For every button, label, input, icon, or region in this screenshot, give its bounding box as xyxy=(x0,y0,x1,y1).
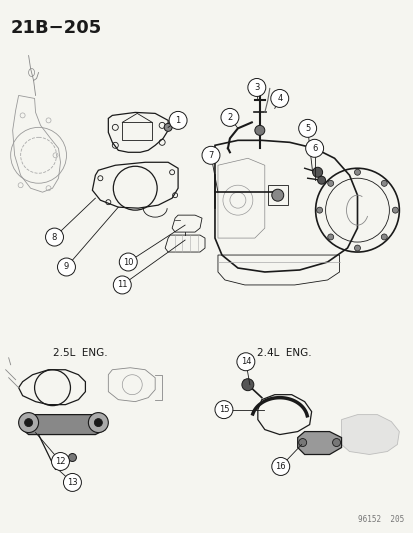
Circle shape xyxy=(392,207,397,213)
Circle shape xyxy=(247,78,265,96)
Text: 6: 6 xyxy=(311,144,316,153)
Text: 5: 5 xyxy=(304,124,309,133)
Circle shape xyxy=(305,139,323,157)
Text: 9: 9 xyxy=(64,262,69,271)
Circle shape xyxy=(119,253,137,271)
Circle shape xyxy=(317,176,325,184)
Polygon shape xyxy=(297,432,341,455)
Circle shape xyxy=(51,453,69,471)
Circle shape xyxy=(354,245,360,251)
Circle shape xyxy=(270,90,288,108)
Circle shape xyxy=(88,413,108,433)
Circle shape xyxy=(316,207,322,213)
Circle shape xyxy=(327,180,333,187)
Circle shape xyxy=(221,108,238,126)
Text: 14: 14 xyxy=(240,357,251,366)
Circle shape xyxy=(298,439,306,447)
Circle shape xyxy=(113,276,131,294)
Text: 16: 16 xyxy=(275,462,285,471)
Circle shape xyxy=(53,459,63,470)
Circle shape xyxy=(68,454,76,462)
Text: 7: 7 xyxy=(208,151,213,160)
Text: 2.4L  ENG.: 2.4L ENG. xyxy=(257,348,311,358)
Circle shape xyxy=(63,473,81,491)
Circle shape xyxy=(169,111,187,130)
Text: 96152  205: 96152 205 xyxy=(357,515,404,524)
Circle shape xyxy=(254,125,264,135)
Text: 1: 1 xyxy=(175,116,180,125)
Circle shape xyxy=(332,439,340,447)
Text: 4: 4 xyxy=(276,94,282,103)
Circle shape xyxy=(271,189,283,201)
Text: 21B−205: 21B−205 xyxy=(11,19,102,37)
Polygon shape xyxy=(341,415,399,455)
Text: 12: 12 xyxy=(55,457,66,466)
Circle shape xyxy=(354,169,360,175)
Circle shape xyxy=(380,180,386,187)
Circle shape xyxy=(241,379,253,391)
Text: 8: 8 xyxy=(52,232,57,241)
Text: 10: 10 xyxy=(123,257,133,266)
Circle shape xyxy=(298,119,316,138)
Circle shape xyxy=(164,123,172,131)
Circle shape xyxy=(94,418,102,426)
Text: 11: 11 xyxy=(117,280,127,289)
Text: 15: 15 xyxy=(218,405,229,414)
Polygon shape xyxy=(23,415,105,434)
Circle shape xyxy=(24,418,33,426)
Text: 3: 3 xyxy=(254,83,259,92)
Circle shape xyxy=(45,228,63,246)
Text: 2.5L  ENG.: 2.5L ENG. xyxy=(53,348,107,358)
Circle shape xyxy=(312,167,322,177)
Circle shape xyxy=(214,401,233,418)
Circle shape xyxy=(202,147,219,164)
Circle shape xyxy=(236,353,254,371)
Circle shape xyxy=(271,457,289,475)
Text: 13: 13 xyxy=(67,478,78,487)
Circle shape xyxy=(380,234,386,240)
Circle shape xyxy=(19,413,38,433)
Circle shape xyxy=(57,258,75,276)
Circle shape xyxy=(327,234,333,240)
Text: 2: 2 xyxy=(227,113,232,122)
